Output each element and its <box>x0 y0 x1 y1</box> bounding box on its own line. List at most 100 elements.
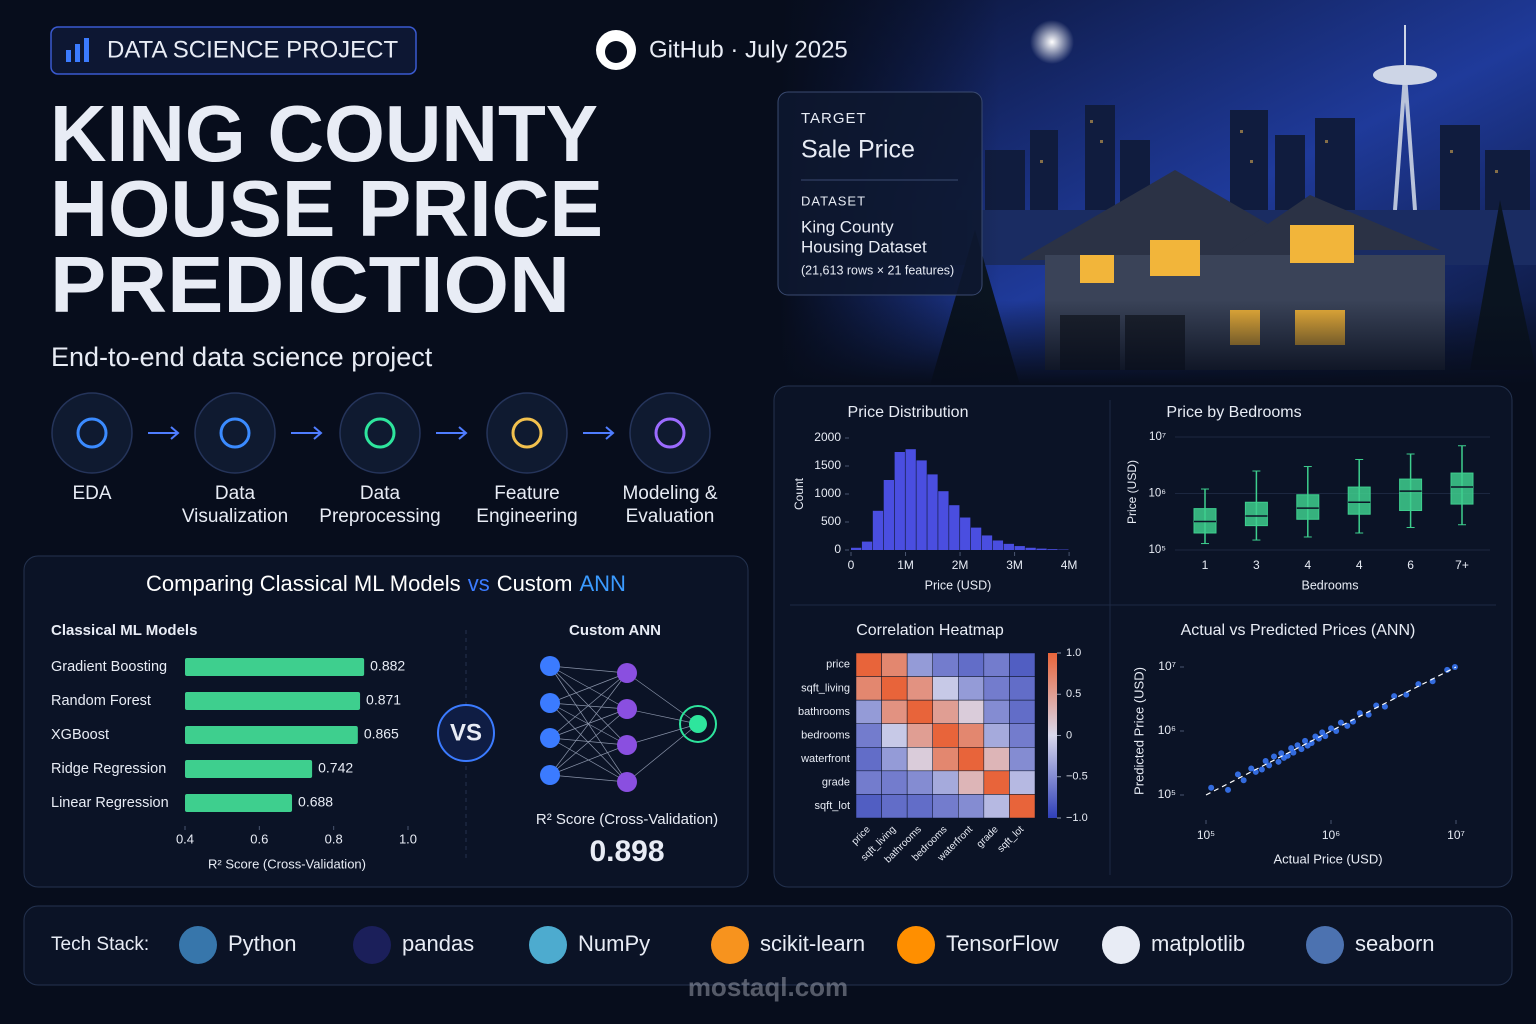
title-line: PREDICTION <box>50 240 570 329</box>
scatter-point <box>1302 737 1309 744</box>
x-tick-label: 7+ <box>1455 558 1469 572</box>
ann-node <box>617 699 637 719</box>
step-icon <box>629 392 711 474</box>
histogram-bar <box>916 460 927 550</box>
target-label: TARGET <box>801 110 867 127</box>
ann-edge <box>626 708 699 725</box>
category-label: Gradient Boosting <box>51 659 167 675</box>
x-tick-label: 1M <box>897 558 914 572</box>
scatter-point <box>1266 762 1273 769</box>
histogram-bar <box>872 510 884 550</box>
colorbar <box>1048 653 1057 818</box>
histogram-bar <box>861 541 873 550</box>
tech-name: scikit-learn <box>760 931 865 956</box>
step-label: EDA <box>72 483 111 504</box>
histogram-bar <box>970 527 982 550</box>
tech-icon <box>353 926 391 964</box>
ann-edge <box>549 665 628 674</box>
heatmap-cell <box>881 699 908 724</box>
ann-node <box>540 693 560 713</box>
tech-icon <box>1102 926 1140 964</box>
ann-score: 0.898 <box>589 835 664 868</box>
github-icon <box>605 41 627 63</box>
tech-stack-panel <box>23 905 1513 986</box>
category-label: Random Forest <box>51 693 151 709</box>
ann-title: Custom ANN <box>569 622 661 639</box>
histogram-bar <box>894 452 905 550</box>
y-tick-label: 10⁵ <box>1148 544 1166 556</box>
tech-name: matplotlib <box>1151 931 1245 956</box>
scatter-point <box>1344 722 1351 729</box>
category-label: XGBoost <box>51 727 109 743</box>
heatmap-cell <box>958 747 985 772</box>
histogram-bar <box>1003 543 1014 550</box>
scatter-point <box>1271 753 1278 760</box>
comparison-title: Comparing Classical ML Models vs Custom ANN <box>146 571 626 596</box>
scatter-point <box>1275 758 1282 765</box>
step-symbol <box>364 417 396 449</box>
step-label: Preprocessing <box>319 506 440 527</box>
scatter-point <box>1208 784 1215 791</box>
tech-name: TensorFlow <box>946 931 1059 956</box>
x-tick-label: 4M <box>1061 558 1078 572</box>
tech-name: seaborn <box>1355 931 1435 956</box>
row-label: waterfront <box>800 753 850 765</box>
heatmap-cell <box>906 723 933 748</box>
ann-edge <box>549 665 628 710</box>
scatter-point <box>1294 742 1301 749</box>
step-label: Evaluation <box>626 506 715 527</box>
dataset-label: DATASET <box>801 193 866 208</box>
tech-icon <box>897 926 935 964</box>
x-tick-label: 0.4 <box>176 831 194 846</box>
heatmap-cell <box>855 699 882 724</box>
box <box>1244 501 1268 527</box>
heatmap-cell <box>881 794 908 819</box>
heatmap-cell <box>906 652 933 677</box>
y-tick-label: 10⁶ <box>1158 723 1176 737</box>
y-tick-label: 2000 <box>814 430 841 444</box>
heatmap-cell <box>1009 723 1036 748</box>
step-icon <box>339 392 421 474</box>
value-label: 0.742 <box>318 760 353 776</box>
step-symbol <box>219 417 251 449</box>
value-label: 0.882 <box>370 658 405 674</box>
ann-edge <box>549 672 628 776</box>
heatmap-cell <box>881 770 908 795</box>
heatmap-cell <box>1009 699 1036 724</box>
step-icon <box>51 392 133 474</box>
x-axis-label: Actual Price (USD) <box>1273 851 1382 866</box>
heatmap-cell <box>906 747 933 772</box>
scatter-point <box>1288 745 1295 752</box>
scatter-point <box>1278 750 1285 757</box>
x-tick-label: 10⁵ <box>1197 828 1215 842</box>
heatmap-cell <box>906 676 933 701</box>
x-tick-label: 3M <box>1006 558 1023 572</box>
row-label: price <box>826 659 850 671</box>
y-tick-label: 10⁵ <box>1158 787 1176 801</box>
y-axis-label: Price (USD) <box>1125 460 1139 524</box>
subtitle: End-to-end data science project <box>51 342 433 372</box>
step-symbol <box>511 417 543 449</box>
value-label: 0.865 <box>364 726 399 742</box>
heatmap-cell <box>855 652 882 677</box>
row-label: bedrooms <box>801 729 850 741</box>
y-axis-label: Predicted Price (USD) <box>1131 667 1146 795</box>
vs-text: VS <box>450 719 482 746</box>
heatmap-cell <box>855 676 882 701</box>
histogram-bar <box>1014 546 1025 550</box>
scatter-point <box>1315 735 1322 742</box>
heatmap-cell <box>881 723 908 748</box>
x-tick-label: 10⁷ <box>1447 828 1465 842</box>
scatter-point <box>1391 693 1398 700</box>
histogram-bar <box>1036 548 1047 550</box>
heatmap-cell <box>906 770 933 795</box>
step-label: Data <box>215 483 256 504</box>
x-tick-label: 6 <box>1407 558 1414 572</box>
tech-icon <box>179 926 217 964</box>
tech-name: NumPy <box>578 931 650 956</box>
heatmap-cell <box>958 652 985 677</box>
y-tick-label: 500 <box>821 514 841 528</box>
heatmap-cell <box>855 747 882 772</box>
ann-edge <box>549 672 628 739</box>
